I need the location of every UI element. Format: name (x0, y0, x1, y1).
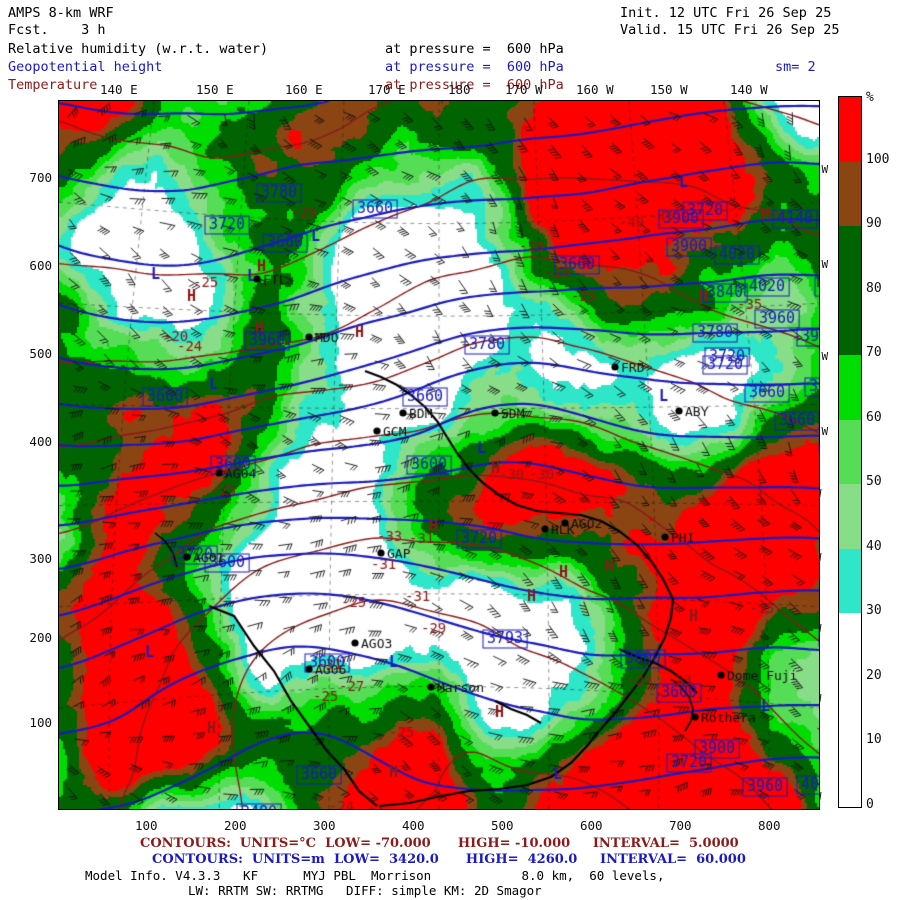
colorbar-tick: 0 (866, 797, 874, 812)
left-tick-500: 500 (29, 346, 52, 361)
left-tick-100: 100 (29, 715, 52, 730)
field-rh-pressure: at pressure = 600 hPa (385, 41, 564, 57)
colorbar-segment (839, 548, 861, 615)
left-tick-400: 400 (29, 434, 52, 449)
colorbar-tick: 100 (866, 151, 890, 167)
colorbar-segment (839, 742, 861, 807)
bottom-tick-200: 200 (224, 818, 247, 833)
colorbar-tick: 40 (866, 538, 882, 554)
colorbar-segment (839, 226, 861, 292)
left-tick-600: 600 (29, 258, 52, 273)
colorbar-segment (839, 484, 861, 550)
valid-time: Valid. 15 UTC Fri 26 Sep 25 (620, 22, 840, 38)
top-lon-label-6: 160 W (576, 82, 614, 97)
top-lon-label-1: 150 E (196, 82, 234, 97)
bottom-tick-500: 500 (491, 818, 514, 833)
field-temp-label: Temperature (8, 77, 98, 93)
bottom-tick-100: 100 (135, 818, 158, 833)
colorbar-segment (839, 290, 861, 357)
colorbar-segment (839, 677, 861, 744)
weather-map-canvas[interactable] (59, 101, 819, 809)
top-lon-label-4: 180 (448, 82, 471, 97)
footer-physics-info: LW: RRTM SW: RRTMG DIFF: simple KM: 2D S… (188, 883, 542, 898)
left-tick-200: 200 (29, 630, 52, 645)
map-plot-area[interactable] (58, 100, 820, 810)
colorbar-tick: 80 (866, 280, 882, 296)
left-tick-300: 300 (29, 551, 52, 566)
colorbar-tick: 60 (866, 409, 882, 425)
field-temp-pressure: at pressure = 600 hPa (385, 77, 564, 93)
colorbar-segment (839, 613, 861, 679)
left-tick-700: 700 (29, 170, 52, 185)
smoothing-label: sm= 2 (775, 59, 816, 75)
model-title: AMPS 8-km WRF (8, 5, 114, 21)
footer-hgt-contours: CONTOURS: UNITS=m LOW= 3420.0 HIGH= 4260… (152, 852, 746, 867)
top-lon-label-8: 140 W (730, 82, 768, 97)
top-lon-label-3: 170 E (368, 82, 406, 97)
forecast-hour: Fcst. 3 h (8, 22, 106, 38)
top-lon-label-7: 150 W (650, 82, 688, 97)
bottom-tick-800: 800 (758, 818, 781, 833)
colorbar-tick: 50 (866, 474, 882, 490)
colorbar-tick: 90 (866, 216, 882, 232)
top-lon-label-5: 170 W (505, 82, 543, 97)
colorbar-segment (839, 161, 861, 228)
bottom-tick-600: 600 (580, 818, 603, 833)
field-height-label: Geopotential height (8, 59, 163, 75)
bottom-tick-300: 300 (313, 818, 336, 833)
colorbar-segment (839, 355, 861, 421)
colorbar-tick: 70 (866, 345, 882, 361)
colorbar-segment (839, 419, 861, 486)
footer-model-info: Model Info. V4.3.3 KF MYJ PBL Morrison 8… (85, 868, 665, 883)
colorbar-tick: 20 (866, 667, 882, 683)
top-lon-label-2: 160 E (285, 82, 323, 97)
colorbar-unit-label: % (866, 90, 874, 105)
bottom-tick-700: 700 (669, 818, 692, 833)
footer-temp-contours: CONTOURS: UNITS=°C LOW= -70.000 HIGH= -1… (140, 836, 739, 851)
top-lon-label-0: 140 E (100, 82, 138, 97)
field-height-pressure: at pressure = 600 hPa (385, 59, 564, 75)
colorbar-tick: 30 (866, 603, 882, 619)
colorbar-segment (839, 97, 861, 163)
colorbar (838, 96, 862, 808)
init-time: Init. 12 UTC Fri 26 Sep 25 (620, 5, 832, 21)
bottom-tick-400: 400 (402, 818, 425, 833)
colorbar-tick: 10 (866, 732, 882, 748)
field-rh-label: Relative humidity (w.r.t. water) (8, 41, 269, 57)
